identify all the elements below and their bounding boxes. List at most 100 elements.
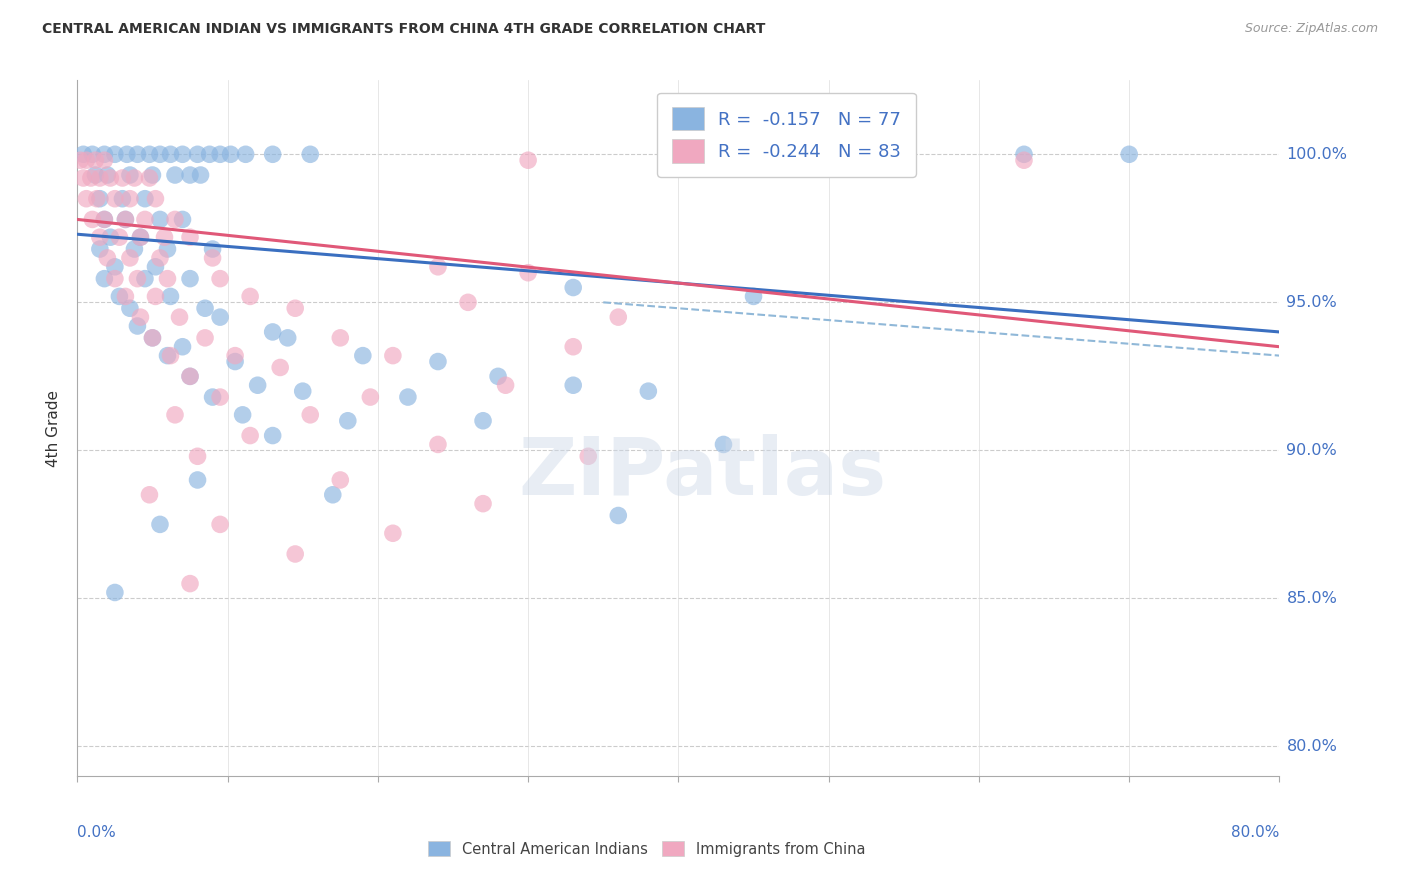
Point xyxy=(172,147,194,161)
Point xyxy=(172,340,194,354)
Point xyxy=(209,147,232,161)
Text: ZIPatlas: ZIPatlas xyxy=(519,434,887,512)
Point xyxy=(163,408,186,422)
Point xyxy=(262,428,284,442)
Point xyxy=(149,517,172,532)
Point xyxy=(239,428,262,442)
Point xyxy=(396,390,419,404)
Point xyxy=(637,384,659,399)
Text: 80.0%: 80.0% xyxy=(1286,739,1337,754)
Point xyxy=(82,212,104,227)
Point xyxy=(329,473,352,487)
Point xyxy=(329,331,352,345)
Point xyxy=(156,242,179,256)
Point xyxy=(1012,147,1035,161)
Point xyxy=(86,192,108,206)
Point xyxy=(262,325,284,339)
Point xyxy=(381,349,404,363)
Point xyxy=(104,147,127,161)
Point xyxy=(232,408,254,422)
Point xyxy=(114,289,136,303)
Point xyxy=(495,378,517,392)
Point xyxy=(359,390,381,404)
Point xyxy=(114,212,136,227)
Point xyxy=(127,318,149,333)
Point xyxy=(93,212,115,227)
Point xyxy=(517,153,540,168)
Point xyxy=(124,242,146,256)
Point xyxy=(104,192,127,206)
Point xyxy=(163,212,186,227)
Point xyxy=(129,230,152,244)
Point xyxy=(80,171,103,186)
Point xyxy=(277,331,299,345)
Point xyxy=(299,408,322,422)
Point xyxy=(149,147,172,161)
Point xyxy=(159,147,181,161)
Point xyxy=(124,171,146,186)
Point xyxy=(607,508,630,523)
Point xyxy=(194,301,217,316)
Point xyxy=(336,414,359,428)
Point xyxy=(72,171,94,186)
Legend: Central American Indians, Immigrants from China: Central American Indians, Immigrants fro… xyxy=(422,835,872,863)
Point xyxy=(576,450,599,464)
Point xyxy=(72,147,94,161)
Point xyxy=(145,260,167,274)
Point xyxy=(284,301,307,316)
Text: 100.0%: 100.0% xyxy=(1286,147,1347,161)
Point xyxy=(562,340,585,354)
Point xyxy=(118,301,141,316)
Point xyxy=(114,212,136,227)
Point xyxy=(153,230,176,244)
Point xyxy=(562,378,585,392)
Point xyxy=(118,251,141,265)
Point xyxy=(457,295,479,310)
Point xyxy=(100,171,122,186)
Point xyxy=(201,390,224,404)
Point xyxy=(96,168,118,182)
Point xyxy=(145,289,167,303)
Point xyxy=(239,289,262,303)
Point xyxy=(427,437,450,451)
Point xyxy=(108,230,131,244)
Point xyxy=(104,260,127,274)
Point xyxy=(486,369,509,384)
Point xyxy=(156,271,179,285)
Point xyxy=(111,171,134,186)
Point xyxy=(141,168,163,182)
Point xyxy=(1118,147,1140,161)
Point xyxy=(472,414,495,428)
Point xyxy=(269,360,291,375)
Point xyxy=(299,147,322,161)
Point xyxy=(194,331,217,345)
Point xyxy=(352,349,374,363)
Point xyxy=(138,171,160,186)
Point xyxy=(262,147,284,161)
Point xyxy=(190,168,212,182)
Point xyxy=(75,192,97,206)
Point xyxy=(209,517,232,532)
Point xyxy=(427,260,450,274)
Point xyxy=(742,289,765,303)
Point xyxy=(96,251,118,265)
Point xyxy=(129,310,152,325)
Point xyxy=(186,450,209,464)
Point xyxy=(224,354,246,368)
Point xyxy=(186,147,209,161)
Point xyxy=(713,437,735,451)
Point xyxy=(93,147,115,161)
Point xyxy=(201,251,224,265)
Point xyxy=(159,289,181,303)
Point xyxy=(75,153,97,168)
Y-axis label: 4th Grade: 4th Grade xyxy=(46,390,62,467)
Point xyxy=(84,168,107,182)
Text: 85.0%: 85.0% xyxy=(1286,591,1337,606)
Point xyxy=(118,168,141,182)
Point xyxy=(156,349,179,363)
Point xyxy=(179,168,201,182)
Point xyxy=(89,192,111,206)
Text: Source: ZipAtlas.com: Source: ZipAtlas.com xyxy=(1244,22,1378,36)
Point xyxy=(198,147,221,161)
Point xyxy=(82,147,104,161)
